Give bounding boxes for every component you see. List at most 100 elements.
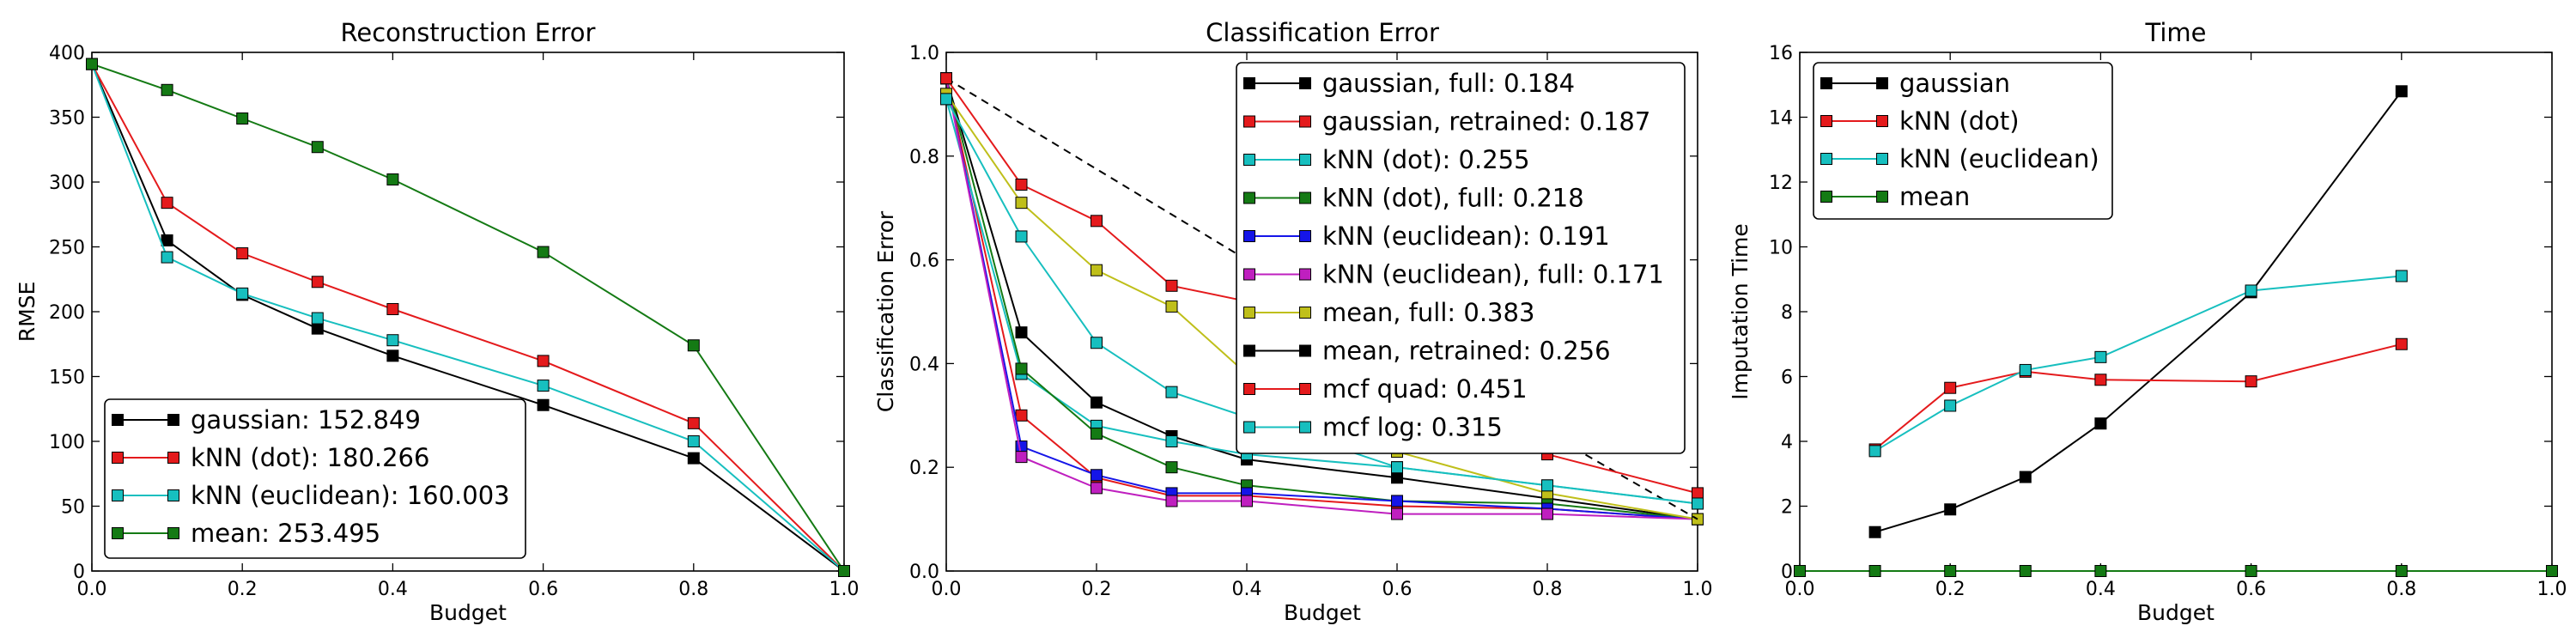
data-point bbox=[1015, 179, 1028, 191]
data-point bbox=[1015, 362, 1028, 375]
classification-error-legend: gaussian, full: 0.184 gaussian, retrained… bbox=[1236, 62, 1686, 454]
classification-error-title: Classification Error bbox=[1206, 18, 1439, 47]
series-line bbox=[1874, 90, 2403, 533]
legend-marker bbox=[1820, 191, 1832, 203]
legend-entry: kNN (dot): 180.266 bbox=[112, 443, 429, 472]
data-point bbox=[1015, 451, 1028, 464]
legend-entry: kNN (euclidean) bbox=[1820, 144, 2099, 173]
legend-marker bbox=[167, 452, 179, 464]
x-tick-label: 0.4 bbox=[378, 579, 408, 600]
data-point bbox=[2245, 375, 2257, 388]
legend-marker bbox=[1299, 77, 1311, 89]
data-point bbox=[1165, 495, 1178, 507]
legend-marker bbox=[1299, 344, 1311, 357]
reconstruction-error-panel: Reconstruction Error Budget RMSE 0.0 0.2 0… bbox=[15, 18, 860, 625]
legend-marker bbox=[112, 527, 124, 539]
legend-entry: kNN (euclidean), full: 0.171 bbox=[1243, 260, 1664, 289]
classification-error-xlabel: Budget bbox=[1284, 600, 1361, 625]
data-point bbox=[1091, 469, 1103, 482]
reconstruction-error-title: Reconstruction Error bbox=[341, 18, 596, 47]
series-gaussian bbox=[1868, 85, 2408, 538]
series-line bbox=[945, 78, 1698, 520]
data-point bbox=[2245, 565, 2257, 577]
data-point bbox=[311, 276, 324, 289]
legend-label: kNN (dot): 0.255 bbox=[1322, 145, 1530, 174]
legend-label: gaussian, retrained: 0.187 bbox=[1322, 107, 1650, 137]
time-title: Time bbox=[2145, 18, 2207, 47]
y-tick-label: 1.0 bbox=[909, 43, 939, 64]
y-tick-label: 8 bbox=[1781, 302, 1793, 324]
reconstruction-error-legend: gaussian: 152.849 kNN (dot): 180.266 kNN (… bbox=[104, 398, 526, 559]
legend-label: mean: 253.495 bbox=[191, 519, 380, 548]
data-point bbox=[1692, 487, 1704, 500]
data-point bbox=[1165, 279, 1178, 292]
data-point bbox=[2094, 417, 2107, 430]
series-knn-dot bbox=[1868, 337, 2408, 456]
y-tick-label: 0.4 bbox=[909, 354, 939, 375]
legend-label: kNN (euclidean): 0.191 bbox=[1322, 222, 1610, 251]
data-point bbox=[2094, 374, 2107, 386]
y-tick-label: 0.6 bbox=[909, 251, 939, 272]
data-point bbox=[386, 334, 399, 347]
y-tick-label: 150 bbox=[49, 368, 85, 389]
data-point bbox=[1391, 495, 1403, 507]
data-point bbox=[1165, 435, 1178, 447]
legend-label: mean bbox=[1899, 182, 1970, 211]
x-tick-label: 0.2 bbox=[228, 579, 258, 600]
series-line bbox=[91, 64, 845, 572]
x-tick-label: 0.6 bbox=[528, 579, 558, 600]
legend-entry: mean bbox=[1820, 182, 1970, 211]
y-tick-label: 6 bbox=[1781, 368, 1793, 389]
data-point bbox=[687, 416, 700, 429]
y-tick-label: 16 bbox=[1769, 43, 1793, 64]
legend-label: gaussian bbox=[1899, 69, 2010, 98]
data-point bbox=[161, 197, 173, 210]
data-point bbox=[161, 83, 173, 96]
legend-marker bbox=[1820, 153, 1832, 165]
data-point bbox=[1015, 197, 1028, 210]
data-point bbox=[940, 93, 952, 106]
data-point bbox=[1091, 215, 1103, 228]
legend-marker bbox=[1820, 115, 1832, 127]
series-line bbox=[91, 64, 845, 572]
x-tick-label: 0.8 bbox=[2386, 579, 2416, 600]
legend-marker bbox=[1299, 230, 1311, 242]
legend-label: kNN (euclidean) bbox=[1899, 144, 2099, 173]
data-point bbox=[2019, 363, 2032, 376]
legend-marker bbox=[112, 414, 124, 426]
legend-marker bbox=[1243, 77, 1255, 89]
data-point bbox=[1541, 507, 1553, 520]
legend-label: gaussian, full: 0.184 bbox=[1322, 69, 1575, 98]
legend-entry: mean: 253.495 bbox=[112, 519, 380, 548]
y-tick-label: 0 bbox=[1781, 562, 1793, 583]
legend-box bbox=[1236, 62, 1686, 454]
data-point bbox=[1091, 337, 1103, 349]
data-point bbox=[537, 398, 550, 411]
legend-marker bbox=[1243, 383, 1255, 395]
data-point bbox=[1091, 396, 1103, 409]
data-point bbox=[1091, 264, 1103, 276]
data-point bbox=[161, 234, 173, 246]
legend-marker bbox=[1299, 421, 1311, 434]
series-line bbox=[945, 77, 1698, 520]
legend-label: mean, full: 0.383 bbox=[1322, 298, 1534, 327]
data-point bbox=[838, 565, 850, 577]
x-tick-label: 0.2 bbox=[1935, 579, 1965, 600]
series-mean bbox=[1794, 565, 2558, 577]
x-tick-label: 1.0 bbox=[2537, 579, 2567, 600]
reconstruction-error-xlabel: Budget bbox=[429, 600, 507, 625]
legend-box bbox=[1813, 62, 2113, 220]
data-point bbox=[86, 58, 98, 70]
data-point bbox=[1868, 565, 1881, 577]
x-tick-label: 0.8 bbox=[1533, 579, 1563, 600]
series-line bbox=[91, 64, 845, 572]
y-tick-label: 4 bbox=[1781, 432, 1793, 453]
y-tick-label: 250 bbox=[49, 238, 85, 259]
legend-marker bbox=[167, 527, 179, 539]
x-tick-label: 0.8 bbox=[678, 579, 708, 600]
y-tick-label: 0.2 bbox=[909, 458, 939, 479]
data-point bbox=[311, 141, 324, 154]
y-tick-label: 300 bbox=[49, 173, 85, 194]
y-tick-label: 14 bbox=[1769, 108, 1793, 130]
